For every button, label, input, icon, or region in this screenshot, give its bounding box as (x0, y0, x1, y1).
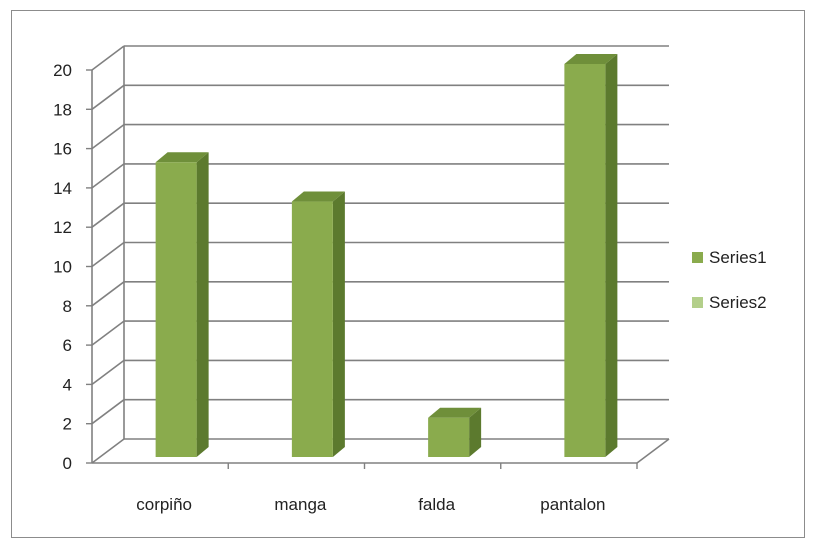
bar-falda (428, 407, 482, 457)
y-tick-label: 16 (53, 140, 72, 159)
y-tick-label: 20 (53, 61, 72, 80)
bar-front (428, 417, 470, 457)
grid-diagonal (91, 241, 125, 268)
grid-diagonal (91, 163, 125, 189)
grid-diagonal (91, 45, 125, 71)
grid-diagonal (91, 202, 125, 228)
grid-diagonal (91, 320, 125, 346)
y-tick-label: 8 (63, 297, 72, 316)
bar-side (605, 54, 618, 457)
legend-swatch-series2 (692, 297, 703, 308)
bars (155, 54, 618, 458)
y-tick-label: 4 (63, 375, 72, 394)
bar-corpiño (155, 152, 209, 457)
x-category-label: manga (274, 495, 327, 514)
bar-side (196, 152, 209, 457)
y-tick-label: 12 (53, 218, 72, 237)
axes (86, 46, 670, 469)
legend-label-series2: Series2 (709, 293, 767, 312)
grid-diagonal (91, 123, 125, 150)
y-tick-labels: 0 2 4 6 8 10 12 14 16 18 20 (53, 61, 72, 473)
bar-front (155, 162, 197, 457)
x-category-label: corpiño (136, 495, 192, 514)
grid-diagonal (91, 84, 125, 110)
y-tick-label: 2 (63, 415, 72, 434)
chart-frame (11, 10, 805, 538)
bar-top (291, 191, 345, 202)
bar-pantalon (564, 54, 618, 457)
y-tick-label: 18 (53, 100, 72, 119)
bar-front (564, 64, 606, 457)
grid-diagonal (91, 281, 125, 307)
bar-front (291, 201, 333, 457)
bar-side (332, 191, 345, 458)
x-category-label: falda (418, 495, 455, 514)
x-category-label: pantalon (540, 495, 605, 514)
y-tick-label: 6 (63, 336, 72, 355)
bar-side (469, 407, 482, 457)
grid-diagonal (91, 399, 125, 425)
legend: Series1 Series2 (692, 248, 767, 312)
x-category-labels: corpiño manga falda pantalon (136, 495, 605, 514)
y-tick-label: 0 (63, 454, 72, 473)
y-tick-label: 10 (53, 258, 72, 277)
legend-label-series1: Series1 (709, 248, 767, 267)
bar-top (428, 407, 482, 418)
grid-diagonal (91, 438, 125, 464)
y-tick-label: 14 (53, 179, 72, 198)
bar-top (564, 54, 618, 64)
floor-edge (636, 438, 670, 464)
legend-swatch-series1 (692, 252, 703, 263)
bar-top (155, 152, 209, 163)
grid-diagonal (91, 359, 125, 386)
bar-manga (291, 191, 345, 458)
